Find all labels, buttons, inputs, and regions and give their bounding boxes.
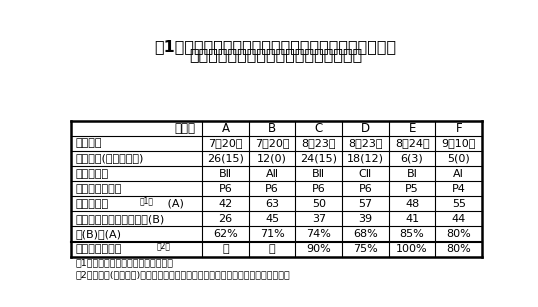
Text: 41: 41	[405, 214, 419, 224]
Text: 48: 48	[405, 199, 419, 209]
Text: CⅡ: CⅡ	[359, 169, 372, 179]
Text: 注1：対象畦畔の専門家調査による。: 注1：対象畦畔の専門家調査による。	[75, 258, 174, 267]
Text: P5: P5	[405, 184, 419, 194]
Text: 6(3): 6(3)	[401, 154, 423, 164]
Text: 57: 57	[358, 199, 372, 209]
Text: 85%: 85%	[400, 229, 424, 239]
Text: 属性タイプ: 属性タイプ	[75, 169, 109, 179]
Text: (A): (A)	[164, 199, 184, 209]
Text: 50: 50	[312, 199, 326, 209]
Text: 24(15): 24(15)	[300, 154, 337, 164]
Text: P6: P6	[218, 184, 232, 194]
Text: 63: 63	[265, 199, 279, 209]
Text: AⅡ: AⅡ	[266, 169, 279, 179]
Text: C: C	[315, 122, 323, 135]
Text: 参加者の満足度: 参加者の満足度	[75, 244, 122, 254]
Text: 71%: 71%	[260, 229, 285, 239]
Text: P6: P6	[312, 184, 325, 194]
Text: 注2）: 注2）	[157, 241, 171, 250]
Text: 37: 37	[312, 214, 326, 224]
Text: 注1）: 注1）	[140, 196, 154, 205]
Text: BⅡ: BⅡ	[312, 169, 325, 179]
Text: －: －	[222, 244, 229, 254]
Text: AⅠ: AⅠ	[454, 169, 464, 179]
Text: 39: 39	[358, 214, 372, 224]
Text: BⅠ: BⅠ	[407, 169, 417, 179]
Text: 90%: 90%	[307, 244, 331, 254]
Text: 45: 45	[265, 214, 279, 224]
Text: 全確認草種: 全確認草種	[75, 199, 109, 209]
Text: E: E	[408, 122, 416, 135]
Text: F: F	[456, 122, 462, 135]
Text: 26(15): 26(15)	[207, 154, 244, 164]
Text: A: A	[222, 122, 229, 135]
Text: 表1　宮城県大崎市の「農地・水・環境保全向上対策」: 表1 宮城県大崎市の「農地・水・環境保全向上対策」	[154, 39, 397, 54]
Text: (B)／(A): (B)／(A)	[75, 229, 122, 239]
Text: P6: P6	[265, 184, 279, 194]
Text: 9月10日: 9月10日	[442, 138, 476, 148]
Text: 18(12): 18(12)	[347, 154, 384, 164]
Text: 42: 42	[218, 199, 232, 209]
Text: P4: P4	[452, 184, 466, 194]
Text: うちガイドブック掲載種(B): うちガイドブック掲載種(B)	[75, 214, 165, 224]
Text: 100%: 100%	[397, 244, 428, 254]
Text: B: B	[268, 122, 276, 135]
Text: 55: 55	[452, 199, 466, 209]
Text: 75%: 75%	[353, 244, 378, 254]
Text: 68%: 68%	[353, 229, 378, 239]
Text: 62%: 62%	[213, 229, 238, 239]
Text: 44: 44	[452, 214, 466, 224]
Text: 参加人数(うち子ども): 参加人数(うち子ども)	[75, 154, 144, 164]
Text: 8月23日: 8月23日	[348, 138, 383, 148]
Text: －: －	[269, 244, 275, 254]
Text: 7月20日: 7月20日	[208, 138, 243, 148]
Text: 注2：参加者(大人のみ)への事後アンケートで、「満足」の感想が得られた割合。: 注2：参加者(大人のみ)への事後アンケートで、「満足」の感想が得られた割合。	[75, 270, 291, 279]
Text: 適用プログラム: 適用プログラム	[75, 184, 122, 194]
Text: 地　区: 地 区	[174, 122, 195, 135]
Text: 8月24日: 8月24日	[395, 138, 429, 148]
Text: 8月23日: 8月23日	[301, 138, 336, 148]
Text: 5(0): 5(0)	[448, 154, 470, 164]
Text: 7月20日: 7月20日	[255, 138, 289, 148]
Text: D: D	[361, 122, 370, 135]
Text: 12(0): 12(0)	[257, 154, 287, 164]
Text: 実施地区における本調査手法の適用事例: 実施地区における本調査手法の適用事例	[189, 48, 363, 63]
Text: BⅡ: BⅡ	[219, 169, 232, 179]
Text: 74%: 74%	[306, 229, 331, 239]
Text: 26: 26	[218, 214, 232, 224]
Text: P6: P6	[358, 184, 372, 194]
Text: 80%: 80%	[447, 229, 471, 239]
Text: 80%: 80%	[447, 244, 471, 254]
Text: 実施月日: 実施月日	[75, 138, 102, 148]
